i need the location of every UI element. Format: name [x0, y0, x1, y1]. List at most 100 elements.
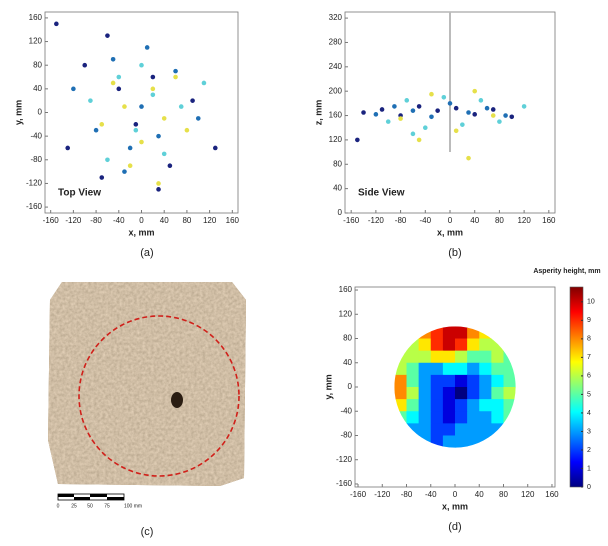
cell	[442, 423, 456, 436]
colorbar-tick-label: 9	[587, 317, 591, 324]
y-tick-label: 40	[343, 358, 352, 367]
cell	[455, 362, 468, 376]
point	[373, 112, 379, 117]
point	[105, 157, 110, 163]
colorbar	[569, 286, 584, 488]
point	[416, 137, 422, 143]
x-axis-label: x, mm	[442, 501, 468, 511]
cell	[467, 362, 480, 376]
point	[127, 163, 133, 169]
cell	[467, 399, 480, 412]
point	[385, 119, 391, 124]
x-tick-label: 160	[226, 216, 240, 225]
y-tick-label: 0	[348, 382, 353, 391]
cell	[406, 362, 420, 376]
point	[122, 169, 127, 174]
y-tick-label: 0	[338, 208, 343, 217]
point	[99, 175, 105, 180]
cell	[467, 423, 480, 436]
x-tick-label: 0	[139, 216, 144, 225]
y-tick-label: -40	[30, 131, 42, 140]
x-tick-label: -40	[113, 216, 125, 225]
scale-bar: 0 25 50 75 100 mm	[57, 493, 142, 509]
point	[490, 113, 496, 118]
point	[161, 116, 167, 121]
cell	[406, 387, 420, 400]
cell	[491, 387, 504, 400]
y-tick-label: 200	[329, 86, 343, 95]
cell	[442, 387, 456, 400]
point	[212, 145, 218, 151]
x-tick-label: -40	[420, 216, 432, 225]
point	[422, 125, 428, 131]
point	[472, 112, 478, 117]
point	[156, 133, 161, 139]
cell	[503, 387, 516, 400]
point	[509, 114, 515, 120]
point	[361, 110, 366, 115]
cell	[418, 338, 432, 352]
point	[110, 56, 116, 62]
y-axis-label: z, mm	[313, 100, 323, 126]
cell	[479, 350, 492, 364]
y-tick-label: -120	[336, 455, 353, 464]
cell	[455, 411, 468, 424]
cell	[491, 399, 504, 412]
point	[139, 104, 144, 109]
y-tick-label: -80	[30, 155, 42, 164]
point	[398, 116, 403, 121]
point	[139, 62, 144, 68]
x-tick-label: 40	[475, 490, 484, 499]
point	[416, 104, 422, 109]
annotation: Top View	[58, 188, 101, 199]
x-tick-label: 80	[495, 216, 504, 225]
cell	[479, 374, 492, 388]
point	[144, 45, 150, 50]
cell	[430, 374, 444, 388]
scale-label: 75	[104, 503, 110, 509]
point	[88, 98, 93, 103]
cell	[503, 374, 516, 388]
x-tick-label: 40	[470, 216, 479, 225]
x-tick-label: 160	[542, 216, 556, 225]
cell	[418, 362, 432, 376]
point	[54, 21, 59, 27]
colorbar-tick-label: 6	[587, 373, 591, 380]
colorbar-tick-label: 10	[587, 299, 595, 306]
cell	[455, 399, 468, 412]
caption: (b)	[448, 247, 461, 259]
point	[127, 145, 133, 151]
point	[93, 127, 99, 133]
point	[466, 110, 471, 115]
cell	[406, 374, 420, 388]
scale-label: 0	[57, 503, 60, 509]
scale-label: 100 mm	[124, 503, 142, 509]
cell	[430, 387, 444, 400]
colorbar-tick-label: 5	[587, 391, 591, 398]
point	[453, 128, 459, 134]
point	[133, 122, 139, 127]
point	[65, 145, 71, 151]
point	[156, 181, 161, 186]
cell	[430, 411, 444, 424]
annotation: Side View	[358, 188, 405, 199]
cell	[430, 338, 444, 352]
cell	[442, 326, 456, 340]
scale-label: 50	[87, 503, 93, 509]
point	[195, 116, 201, 121]
cell	[479, 399, 492, 412]
point	[410, 131, 416, 137]
scale-seg	[58, 494, 74, 497]
x-tick-label: 0	[453, 490, 458, 499]
point	[99, 122, 105, 127]
y-tick-label: 120	[29, 37, 43, 46]
x-tick-label: -120	[374, 490, 391, 499]
cell	[442, 362, 456, 376]
scale-label: 25	[71, 503, 77, 509]
point	[184, 127, 190, 133]
x-tick-label: -120	[368, 216, 385, 225]
cell	[479, 338, 492, 352]
cell	[455, 387, 468, 400]
colorbar-tick-label: 1	[587, 465, 591, 472]
y-axis-label: y, mm	[13, 100, 23, 125]
